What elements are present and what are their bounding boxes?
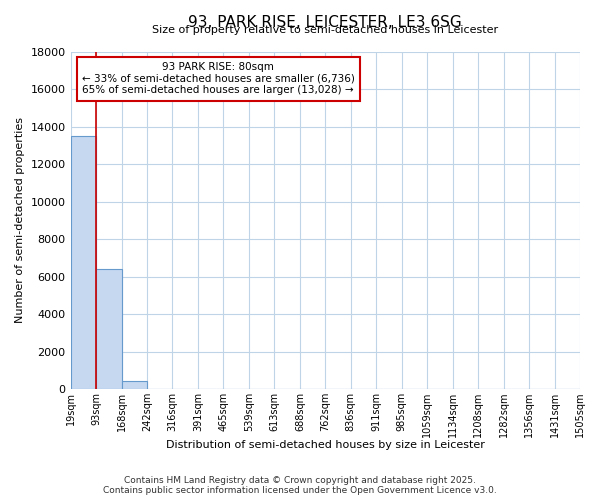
Bar xyxy=(122,382,147,389)
Y-axis label: Number of semi-detached properties: Number of semi-detached properties xyxy=(15,118,25,324)
Title: 93, PARK RISE, LEICESTER, LE3 6SG: 93, PARK RISE, LEICESTER, LE3 6SG xyxy=(188,15,462,30)
X-axis label: Distribution of semi-detached houses by size in Leicester: Distribution of semi-detached houses by … xyxy=(166,440,485,450)
Bar xyxy=(71,136,96,389)
Text: Contains HM Land Registry data © Crown copyright and database right 2025.
Contai: Contains HM Land Registry data © Crown c… xyxy=(103,476,497,495)
Text: Size of property relative to semi-detached houses in Leicester: Size of property relative to semi-detach… xyxy=(152,25,499,35)
Text: 93 PARK RISE: 80sqm
← 33% of semi-detached houses are smaller (6,736)
65% of sem: 93 PARK RISE: 80sqm ← 33% of semi-detach… xyxy=(82,62,355,96)
Bar xyxy=(96,269,122,389)
